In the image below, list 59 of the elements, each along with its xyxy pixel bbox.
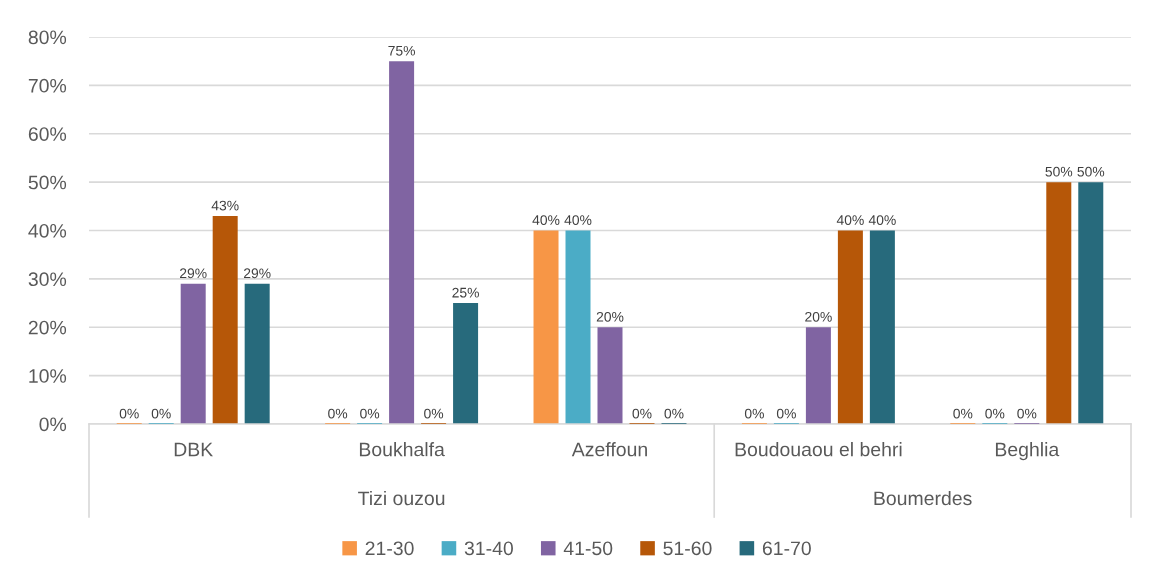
x-tick-label: Beghlia xyxy=(995,442,1060,461)
y-tick-label: 30% xyxy=(28,272,67,287)
legend-label: 61-70 xyxy=(762,541,811,556)
data-label: 40% xyxy=(564,215,592,225)
bar xyxy=(453,303,479,424)
data-label: 0% xyxy=(119,408,139,419)
y-tick-label: 10% xyxy=(29,369,67,383)
data-label: 25% xyxy=(452,287,479,298)
bar xyxy=(389,61,415,424)
x-tick-label: Azeffoun xyxy=(571,442,647,457)
data-label: 40% xyxy=(532,215,560,225)
x-tick-label: DBK xyxy=(174,442,213,457)
bar xyxy=(1078,182,1104,424)
bar xyxy=(533,230,559,424)
bar xyxy=(565,230,591,424)
data-label: 0% xyxy=(953,408,973,419)
data-label: 29% xyxy=(180,268,207,279)
data-label: 0% xyxy=(776,408,796,419)
data-label: 0% xyxy=(985,408,1005,419)
data-label: 0% xyxy=(328,408,348,419)
data-label: 43% xyxy=(211,200,239,211)
bar xyxy=(1046,182,1072,424)
y-tick-label: 40% xyxy=(28,223,67,238)
data-label: 50% xyxy=(1077,166,1105,177)
data-label: 0% xyxy=(744,408,764,419)
data-label: 50% xyxy=(1045,166,1073,177)
data-label: 0% xyxy=(360,408,380,419)
x-tick-label: Boukhalfa xyxy=(359,442,445,457)
y-tick-label: 0% xyxy=(39,417,67,432)
y-tick-label: 20% xyxy=(28,320,67,335)
data-label: 0% xyxy=(632,408,652,419)
text: Tizi ouzou xyxy=(358,490,445,506)
bar xyxy=(180,283,206,424)
data-label: 40% xyxy=(868,215,896,225)
data-label: 0% xyxy=(424,408,444,419)
data-label: 0% xyxy=(151,408,171,419)
x-tick-label: Boudouaou el behri xyxy=(735,442,902,457)
data-label: 0% xyxy=(1017,408,1037,419)
y-tick-label: 70% xyxy=(28,78,67,93)
data-label: 40% xyxy=(836,215,864,225)
data-label: 29% xyxy=(243,268,271,279)
legend-label: 31-40 xyxy=(464,541,513,556)
legend-label: 21-30 xyxy=(365,541,414,556)
legend-label: 51-60 xyxy=(663,541,712,556)
bar xyxy=(244,283,270,424)
y-tick-label: 80% xyxy=(28,30,67,45)
y-tick-label: 50% xyxy=(28,175,67,190)
data-label: 75% xyxy=(388,45,416,56)
bar xyxy=(597,327,623,424)
bar xyxy=(805,327,831,424)
bar xyxy=(869,230,895,424)
legend-label: 41-50 xyxy=(563,541,613,556)
text: Boumerdes xyxy=(874,490,972,506)
data-label: 20% xyxy=(805,311,832,322)
bar xyxy=(212,215,238,424)
bar xyxy=(837,230,863,424)
data-label: 0% xyxy=(664,408,684,419)
data-label: 20% xyxy=(596,311,624,322)
y-tick-label: 60% xyxy=(28,127,67,141)
